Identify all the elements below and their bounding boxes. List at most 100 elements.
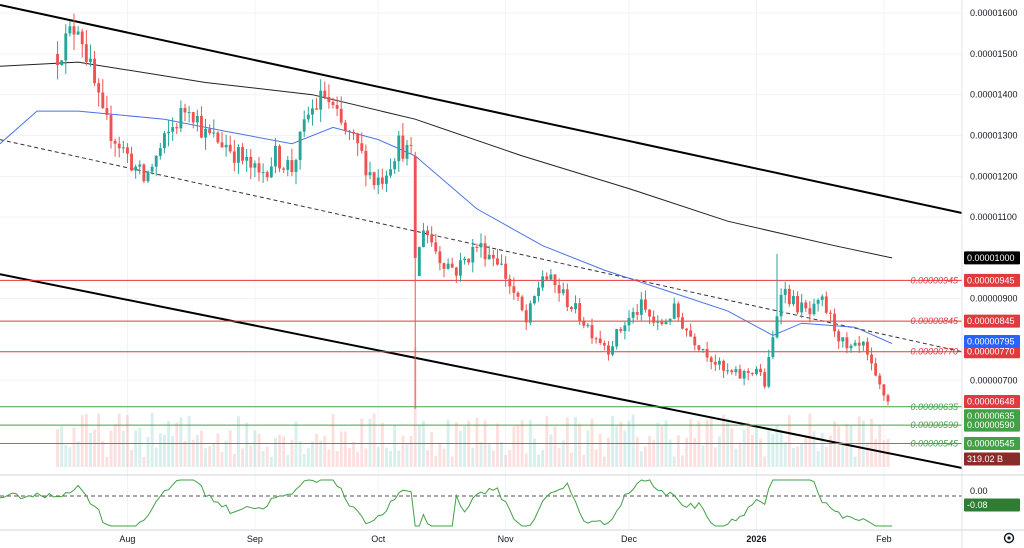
candle-body[interactable]	[812, 303, 816, 315]
candle-body[interactable]	[261, 172, 265, 174]
candle-body[interactable]	[241, 147, 244, 161]
candle-body[interactable]	[68, 26, 72, 34]
candle-body[interactable]	[763, 372, 767, 387]
candle-body[interactable]	[327, 96, 331, 103]
candle-body[interactable]	[84, 44, 88, 62]
candle-body[interactable]	[528, 303, 532, 323]
candle-body[interactable]	[796, 296, 799, 313]
candle-body[interactable]	[191, 112, 195, 123]
candle-body[interactable]	[72, 26, 76, 35]
candle-body[interactable]	[685, 328, 688, 331]
candle-body[interactable]	[163, 133, 166, 149]
candle-body[interactable]	[220, 142, 224, 148]
candle-body[interactable]	[442, 263, 446, 269]
candle-body[interactable]	[734, 369, 738, 373]
candle-body[interactable]	[750, 373, 754, 375]
candle-body[interactable]	[187, 112, 191, 114]
candle-body[interactable]	[385, 175, 388, 184]
candle-body[interactable]	[463, 258, 466, 261]
candle-body[interactable]	[574, 303, 577, 310]
candle-body[interactable]	[565, 289, 569, 308]
candle-body[interactable]	[545, 276, 549, 280]
candle-body[interactable]	[857, 342, 861, 346]
candle-body[interactable]	[718, 360, 721, 365]
candle-body[interactable]	[676, 303, 680, 318]
candle-body[interactable]	[224, 144, 228, 148]
candle-body[interactable]	[380, 177, 384, 184]
candle-body[interactable]	[146, 171, 150, 182]
candle-body[interactable]	[829, 312, 832, 314]
candle-body[interactable]	[705, 349, 709, 358]
candle-body[interactable]	[80, 31, 84, 45]
candle-body[interactable]	[130, 153, 133, 171]
candle-body[interactable]	[315, 108, 318, 110]
candle-body[interactable]	[689, 330, 693, 337]
candle-body[interactable]	[639, 299, 643, 315]
candle-body[interactable]	[853, 342, 857, 346]
candle-body[interactable]	[861, 341, 865, 346]
candle-body[interactable]	[216, 132, 220, 143]
channel-trendline[interactable]	[0, 273, 963, 469]
candle-body[interactable]	[713, 361, 717, 365]
candle-body[interactable]	[553, 274, 557, 286]
candle-body[interactable]	[722, 360, 725, 371]
candle-body[interactable]	[311, 108, 314, 115]
candle-body[interactable]	[109, 115, 113, 141]
candle-body[interactable]	[537, 287, 540, 297]
candle-body[interactable]	[570, 307, 573, 310]
time-axis[interactable]: Aug Sep Oct Nov Dec 2026 Feb	[119, 534, 891, 544]
candle-body[interactable]	[775, 316, 779, 338]
candle-body[interactable]	[557, 285, 561, 294]
candle-body[interactable]	[648, 309, 651, 317]
candle-body[interactable]	[76, 31, 80, 35]
candle-body[interactable]	[422, 230, 425, 248]
candle-body[interactable]	[520, 296, 524, 311]
candle-body[interactable]	[323, 90, 327, 97]
candle-body[interactable]	[824, 296, 828, 313]
candle-body[interactable]	[878, 375, 882, 385]
candle-body[interactable]	[615, 329, 619, 347]
candle-body[interactable]	[417, 247, 421, 276]
candle-body[interactable]	[541, 276, 545, 288]
candle-body[interactable]	[524, 310, 528, 323]
candle-body[interactable]	[134, 166, 138, 171]
candle-body[interactable]	[298, 131, 302, 160]
channel-trendline[interactable]	[0, 4, 963, 215]
candle-body[interactable]	[549, 274, 553, 280]
candle-body[interactable]	[771, 337, 775, 358]
candle-body[interactable]	[656, 321, 660, 323]
candle-body[interactable]	[779, 294, 783, 317]
candle-body[interactable]	[372, 172, 376, 186]
candle-body[interactable]	[886, 395, 890, 402]
candle-body[interactable]	[364, 150, 368, 176]
candle-body[interactable]	[652, 316, 656, 323]
candle-body[interactable]	[644, 299, 647, 310]
candle-body[interactable]	[331, 102, 335, 106]
candle-body[interactable]	[171, 127, 175, 132]
candle-body[interactable]	[808, 308, 812, 315]
candle-body[interactable]	[409, 144, 413, 146]
candle-body[interactable]	[516, 292, 520, 297]
candle-body[interactable]	[578, 303, 582, 322]
candle-body[interactable]	[183, 107, 187, 113]
candle-body[interactable]	[389, 169, 392, 176]
candle-body[interactable]	[841, 337, 845, 342]
candle-body[interactable]	[459, 260, 462, 276]
candle-body[interactable]	[413, 155, 417, 258]
candle-body[interactable]	[590, 325, 594, 339]
candle-body[interactable]	[767, 357, 771, 387]
candle-body[interactable]	[631, 312, 635, 318]
candle-body[interactable]	[121, 147, 125, 149]
candlesticks[interactable]	[56, 13, 890, 409]
candle-body[interactable]	[755, 368, 758, 374]
candle-body[interactable]	[582, 321, 586, 326]
candle-body[interactable]	[746, 370, 750, 374]
candle-body[interactable]	[504, 263, 508, 279]
candle-body[interactable]	[138, 164, 142, 167]
candle-body[interactable]	[393, 161, 397, 170]
candle-body[interactable]	[709, 357, 713, 362]
candle-body[interactable]	[339, 108, 343, 123]
candle-body[interactable]	[561, 289, 565, 294]
candle-body[interactable]	[93, 58, 96, 84]
candle-body[interactable]	[249, 156, 253, 168]
